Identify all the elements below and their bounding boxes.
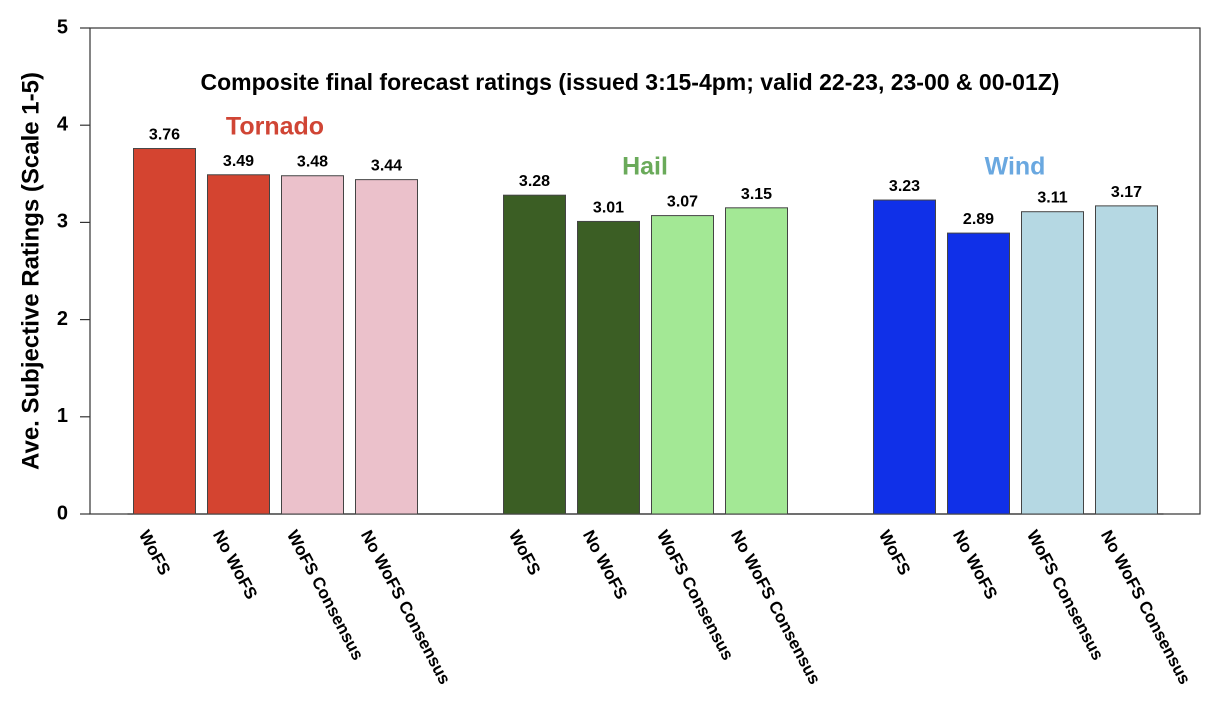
y-tick-label: 0 (57, 502, 68, 524)
value-label: 3.48 (297, 154, 328, 171)
y-tick-label: 3 (57, 211, 68, 233)
value-label: 3.23 (889, 178, 920, 195)
x-tick-label: WoFS Consensus (283, 527, 367, 663)
x-tick-label: WoFS (875, 527, 914, 578)
y-tick-label: 4 (57, 113, 69, 135)
bar (725, 207, 788, 515)
value-label: 3.44 (371, 158, 402, 175)
y-tick-label: 5 (57, 16, 68, 38)
value-label: 3.17 (1111, 184, 1142, 201)
x-tick-label: No WoFS (949, 527, 1001, 602)
group-label: Tornado (226, 113, 324, 141)
x-tick-label: WoFS Consensus (1023, 527, 1107, 663)
value-label: 3.01 (593, 199, 624, 216)
value-label: 3.07 (667, 194, 698, 211)
bar (207, 174, 270, 515)
bar (1021, 211, 1084, 515)
group-label: Hail (622, 153, 668, 181)
value-label: 3.15 (741, 186, 772, 203)
x-tick-label: No WoFS (209, 527, 261, 602)
y-axis-label: Ave. Subjective Ratings (Scale 1-5) (17, 72, 44, 470)
bar (651, 215, 714, 515)
bar (503, 194, 566, 515)
bar (281, 175, 344, 515)
x-tick-label: No WoFS (579, 527, 631, 602)
y-tick-label: 2 (57, 308, 68, 330)
value-label: 3.28 (519, 173, 550, 190)
x-tick-label: WoFS (135, 527, 174, 578)
value-label: 3.76 (149, 127, 180, 144)
x-tick-label: WoFS Consensus (653, 527, 737, 663)
bar (133, 148, 196, 515)
value-label: 3.49 (223, 153, 254, 170)
value-label: 3.11 (1037, 190, 1067, 207)
x-tick-label: No WoFS Consensus (727, 527, 824, 687)
value-label: 2.89 (963, 211, 994, 228)
x-tick-label: No WoFS Consensus (1097, 527, 1194, 687)
bar (577, 220, 640, 515)
bar (1095, 205, 1158, 515)
bar (355, 179, 418, 515)
bar (873, 199, 936, 515)
y-tick-label: 1 (57, 405, 68, 427)
x-tick-label: No WoFS Consensus (357, 527, 454, 687)
group-label: Wind (985, 153, 1046, 181)
chart-title: Composite final forecast ratings (issued… (201, 69, 1060, 95)
bar (947, 232, 1010, 515)
x-tick-label: WoFS (505, 527, 544, 578)
